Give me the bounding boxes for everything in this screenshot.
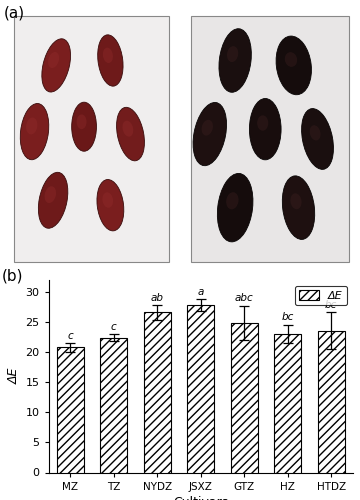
Text: abc: abc — [235, 294, 253, 304]
Ellipse shape — [26, 118, 37, 134]
Bar — [57, 348, 84, 472]
Ellipse shape — [97, 180, 124, 231]
Bar — [274, 334, 301, 472]
X-axis label: Cultivars: Cultivars — [173, 496, 228, 500]
Ellipse shape — [291, 194, 302, 209]
Ellipse shape — [117, 108, 144, 161]
Legend: ΔE: ΔE — [295, 286, 347, 305]
Bar — [318, 330, 345, 472]
Ellipse shape — [219, 28, 251, 92]
Ellipse shape — [103, 48, 113, 63]
Ellipse shape — [122, 120, 133, 136]
Ellipse shape — [45, 186, 56, 203]
Ellipse shape — [310, 125, 320, 140]
Ellipse shape — [20, 104, 49, 160]
Bar — [144, 312, 171, 472]
Ellipse shape — [249, 98, 281, 160]
Ellipse shape — [77, 114, 86, 129]
Ellipse shape — [257, 116, 268, 130]
Ellipse shape — [72, 102, 96, 151]
Ellipse shape — [39, 172, 68, 229]
Ellipse shape — [302, 108, 333, 170]
Ellipse shape — [282, 176, 315, 240]
Ellipse shape — [42, 39, 71, 92]
Text: c: c — [67, 331, 73, 341]
Ellipse shape — [285, 52, 297, 67]
Ellipse shape — [226, 192, 239, 210]
FancyBboxPatch shape — [14, 16, 169, 262]
Ellipse shape — [103, 192, 113, 208]
Bar — [187, 306, 214, 472]
FancyBboxPatch shape — [191, 16, 349, 262]
Ellipse shape — [48, 52, 59, 68]
Ellipse shape — [98, 35, 123, 86]
Text: bc: bc — [282, 312, 294, 322]
Text: c: c — [111, 322, 117, 332]
Bar — [231, 322, 258, 472]
Text: (b): (b) — [1, 268, 23, 283]
Text: ab: ab — [151, 293, 164, 303]
Ellipse shape — [193, 102, 226, 166]
Ellipse shape — [217, 174, 253, 242]
Bar — [100, 338, 127, 472]
Y-axis label: ΔE: ΔE — [8, 368, 21, 384]
Text: (a): (a) — [4, 6, 25, 20]
Text: a: a — [198, 287, 204, 297]
Text: bc: bc — [325, 300, 337, 310]
Ellipse shape — [202, 120, 213, 136]
Ellipse shape — [227, 46, 238, 62]
Ellipse shape — [276, 36, 311, 94]
